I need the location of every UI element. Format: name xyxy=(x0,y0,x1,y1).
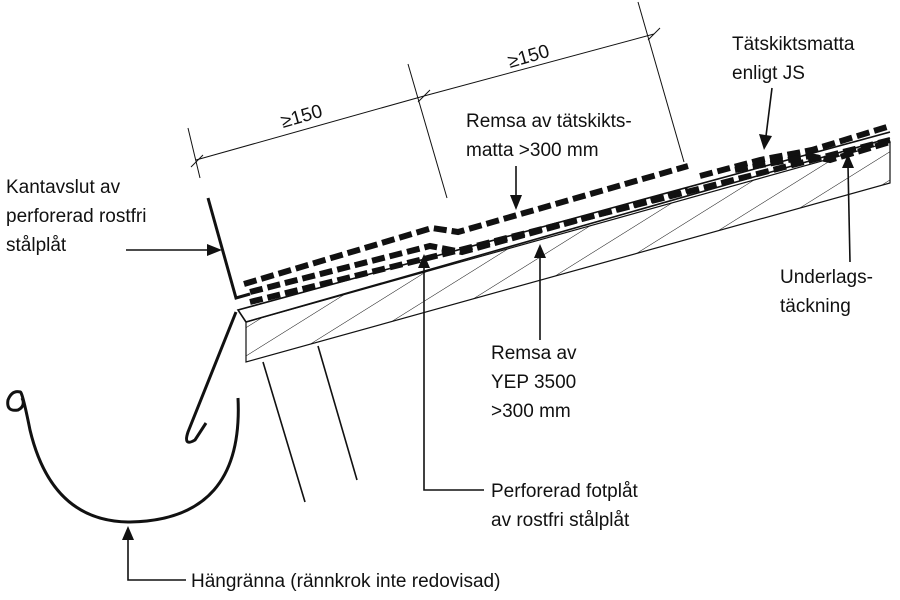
label-tatskiktsmatta-line-1: Tätskiktsmatta xyxy=(732,34,855,55)
rafter-line-right xyxy=(317,345,358,481)
sealing-strip xyxy=(243,163,689,287)
label-kantavslut: Kantavslut av perforerad rostfri stålplå… xyxy=(6,177,152,256)
yep-strip xyxy=(249,187,689,295)
label-hangranna: Hängränna (rännkrok inte redovisad) xyxy=(191,571,500,592)
dimension-left-text: ≥150 xyxy=(279,101,325,133)
label-underlag-line-1: Underlags- xyxy=(780,267,873,288)
leader-kantavslut xyxy=(126,244,222,256)
dimension-left: ≥150 xyxy=(187,63,448,199)
label-remsa-yep-line-1: Remsa av xyxy=(491,343,577,364)
label-underlag: Underlags- täckning xyxy=(780,267,878,317)
dimension-right: ≥150 xyxy=(423,1,685,163)
label-fotplat: Perforerad fotplåt av rostfri stålplåt xyxy=(491,481,643,531)
sealing-membrane-main xyxy=(699,123,891,179)
label-kantavslut-line-3: stålplåt xyxy=(6,235,67,256)
leader-underlag xyxy=(842,154,854,263)
label-remsa-yep-line-3: >300 mm xyxy=(491,401,571,422)
leader-tatskiktsmatta xyxy=(759,87,773,150)
label-remsa-yep-line-2: YEP 3500 xyxy=(491,372,576,393)
leader-fotplat xyxy=(418,254,484,491)
label-remsa-yep: Remsa av YEP 3500 >300 mm xyxy=(491,343,582,422)
label-fotplat-line-1: Perforerad fotplåt xyxy=(491,481,639,502)
label-kantavslut-line-1: Kantavslut av xyxy=(6,177,121,198)
sealing-membrane-inner xyxy=(734,139,891,173)
label-remsa-tatskikt-line-2: matta >300 mm xyxy=(466,140,599,161)
foot-plate-drip xyxy=(185,311,238,444)
label-kantavslut-line-2: perforerad rostfri xyxy=(6,206,146,227)
rafter-line-left xyxy=(262,361,306,503)
label-fotplat-line-2: av rostfri stålplåt xyxy=(491,510,630,531)
label-tatskiktsmatta: Tätskiktsmatta enligt JS xyxy=(732,34,860,84)
leader-hangranna xyxy=(122,526,186,581)
label-remsa-tatskikt: Remsa av tätskikts- matta >300 mm xyxy=(466,111,637,161)
label-underlag-line-2: täckning xyxy=(780,296,851,317)
roof-deck-board xyxy=(245,141,891,363)
leader-remsa-tatskikt xyxy=(510,166,522,210)
label-tatskiktsmatta-line-2: enligt JS xyxy=(732,63,805,84)
leader-remsa-yep xyxy=(534,244,546,340)
edge-termination xyxy=(206,197,251,300)
hanging-gutter xyxy=(6,390,240,524)
label-remsa-tatskikt-line-1: Remsa av tätskikts- xyxy=(466,111,632,132)
